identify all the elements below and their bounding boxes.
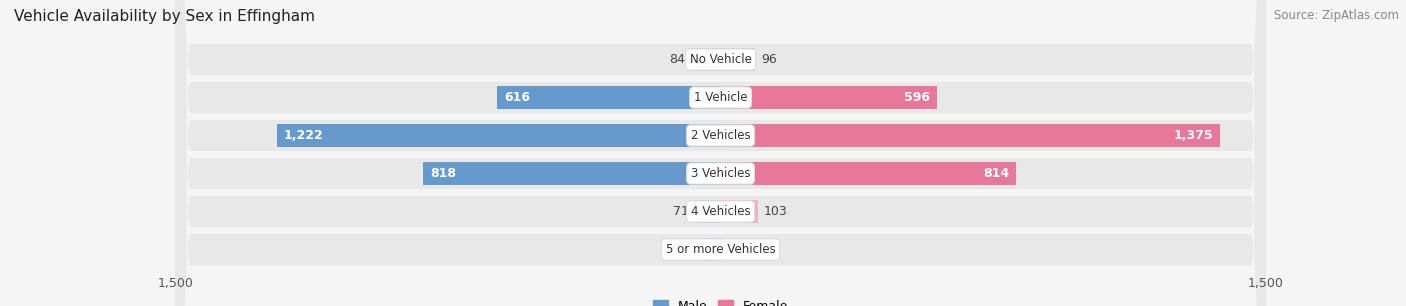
Text: 71: 71 xyxy=(673,205,689,218)
FancyBboxPatch shape xyxy=(176,0,1265,306)
Text: 818: 818 xyxy=(430,167,457,180)
Text: 1,375: 1,375 xyxy=(1173,129,1213,142)
Bar xyxy=(704,238,721,261)
FancyBboxPatch shape xyxy=(176,0,1265,306)
Text: 96: 96 xyxy=(761,53,776,66)
Bar xyxy=(277,124,721,147)
Text: 8: 8 xyxy=(728,243,737,256)
Text: 1 Vehicle: 1 Vehicle xyxy=(693,91,748,104)
Text: 1,222: 1,222 xyxy=(284,129,323,142)
Bar xyxy=(496,86,721,109)
Text: 3 Vehicles: 3 Vehicles xyxy=(690,167,751,180)
Text: 103: 103 xyxy=(763,205,787,218)
Bar xyxy=(721,124,1220,147)
Bar xyxy=(690,48,721,71)
Text: No Vehicle: No Vehicle xyxy=(689,53,752,66)
Bar xyxy=(721,200,758,223)
Bar xyxy=(423,162,721,185)
FancyBboxPatch shape xyxy=(176,0,1265,306)
Text: 814: 814 xyxy=(983,167,1010,180)
Legend: Male, Female: Male, Female xyxy=(648,295,793,306)
Bar xyxy=(721,48,755,71)
FancyBboxPatch shape xyxy=(176,0,1265,306)
FancyBboxPatch shape xyxy=(176,0,1265,306)
Text: 84: 84 xyxy=(669,53,685,66)
Text: Source: ZipAtlas.com: Source: ZipAtlas.com xyxy=(1274,9,1399,22)
Bar xyxy=(721,238,724,261)
Text: 5 or more Vehicles: 5 or more Vehicles xyxy=(665,243,776,256)
FancyBboxPatch shape xyxy=(176,0,1265,306)
Text: 616: 616 xyxy=(505,91,530,104)
Text: Vehicle Availability by Sex in Effingham: Vehicle Availability by Sex in Effingham xyxy=(14,9,315,24)
Text: 4 Vehicles: 4 Vehicles xyxy=(690,205,751,218)
Bar xyxy=(721,86,936,109)
Bar xyxy=(721,162,1017,185)
Text: 596: 596 xyxy=(904,91,929,104)
Bar xyxy=(695,200,721,223)
Text: 2 Vehicles: 2 Vehicles xyxy=(690,129,751,142)
Text: 43: 43 xyxy=(683,243,700,256)
